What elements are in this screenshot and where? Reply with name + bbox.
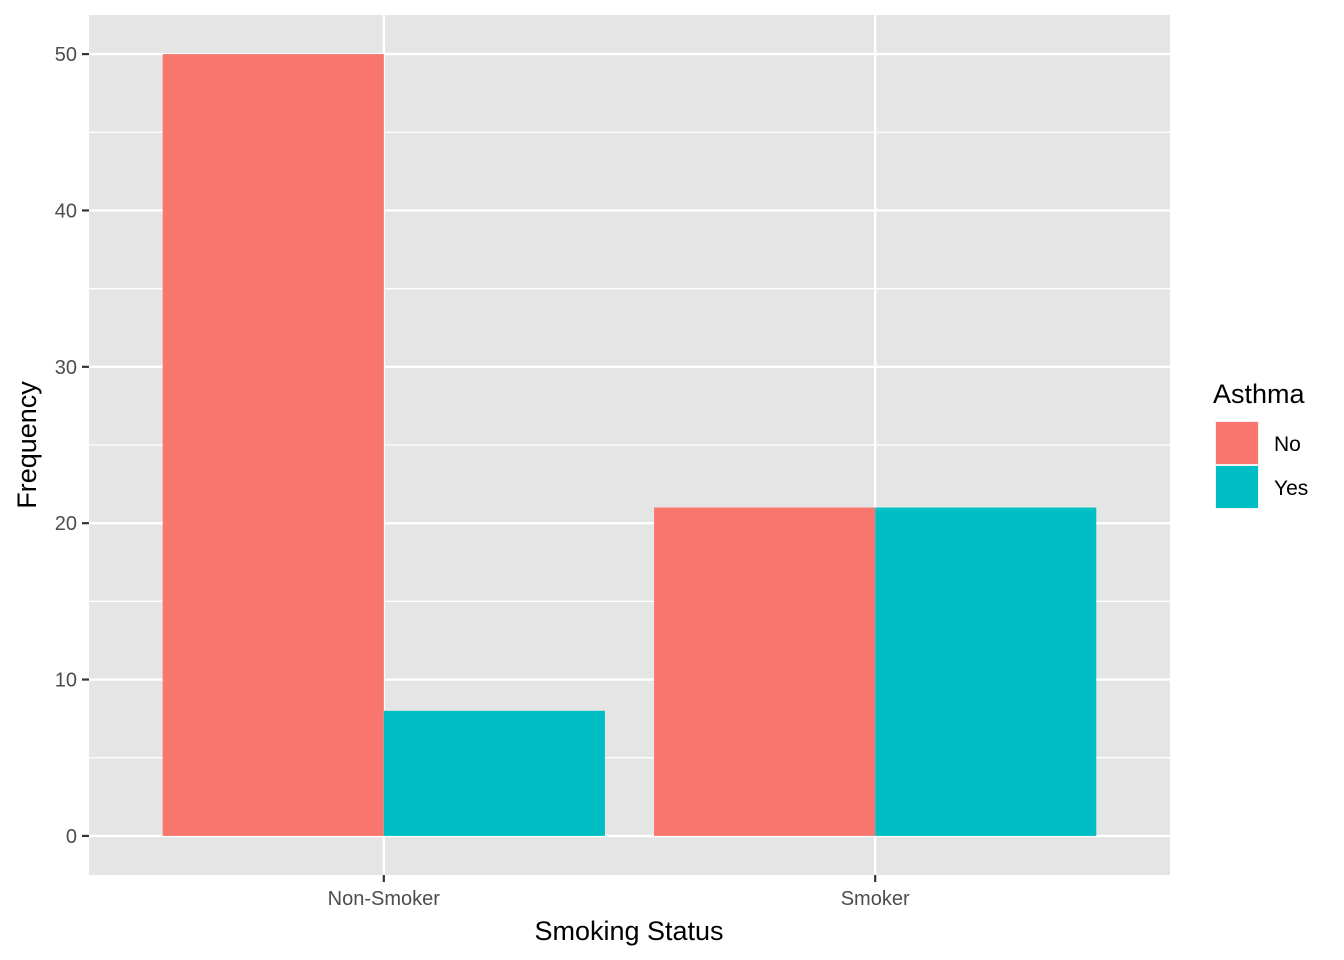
y-tick-label: 20 <box>55 513 77 535</box>
legend-title: Asthma <box>1213 379 1306 409</box>
legend-label-no: No <box>1274 433 1301 456</box>
y-tick-label: 0 <box>66 826 77 848</box>
x-axis-title: Smoking Status <box>534 916 723 946</box>
y-axis: 0 10 20 30 40 50 <box>55 44 89 848</box>
y-axis-title: Frequency <box>12 381 42 509</box>
legend-label-yes: Yes <box>1274 477 1308 500</box>
bar-no-non-smoker <box>162 54 384 836</box>
legend-key-yes <box>1216 466 1258 508</box>
bar-no-smoker <box>654 507 876 836</box>
legend-entries: No Yes <box>1215 421 1308 509</box>
y-tick-label: 50 <box>55 44 77 66</box>
bars <box>162 54 1097 836</box>
y-tick-label: 30 <box>55 357 77 379</box>
bar-yes-non-smoker <box>383 710 605 836</box>
legend: Asthma No Yes <box>1213 379 1308 509</box>
y-tick-label: 40 <box>55 200 77 222</box>
legend-key-no <box>1216 422 1258 464</box>
x-tick-label: Smoker <box>841 888 910 910</box>
y-tick-label: 10 <box>55 670 77 692</box>
bar-yes-smoker <box>875 507 1097 836</box>
x-tick-label: Non-Smoker <box>328 888 441 910</box>
x-axis: Non-Smoker Smoker <box>328 875 910 910</box>
